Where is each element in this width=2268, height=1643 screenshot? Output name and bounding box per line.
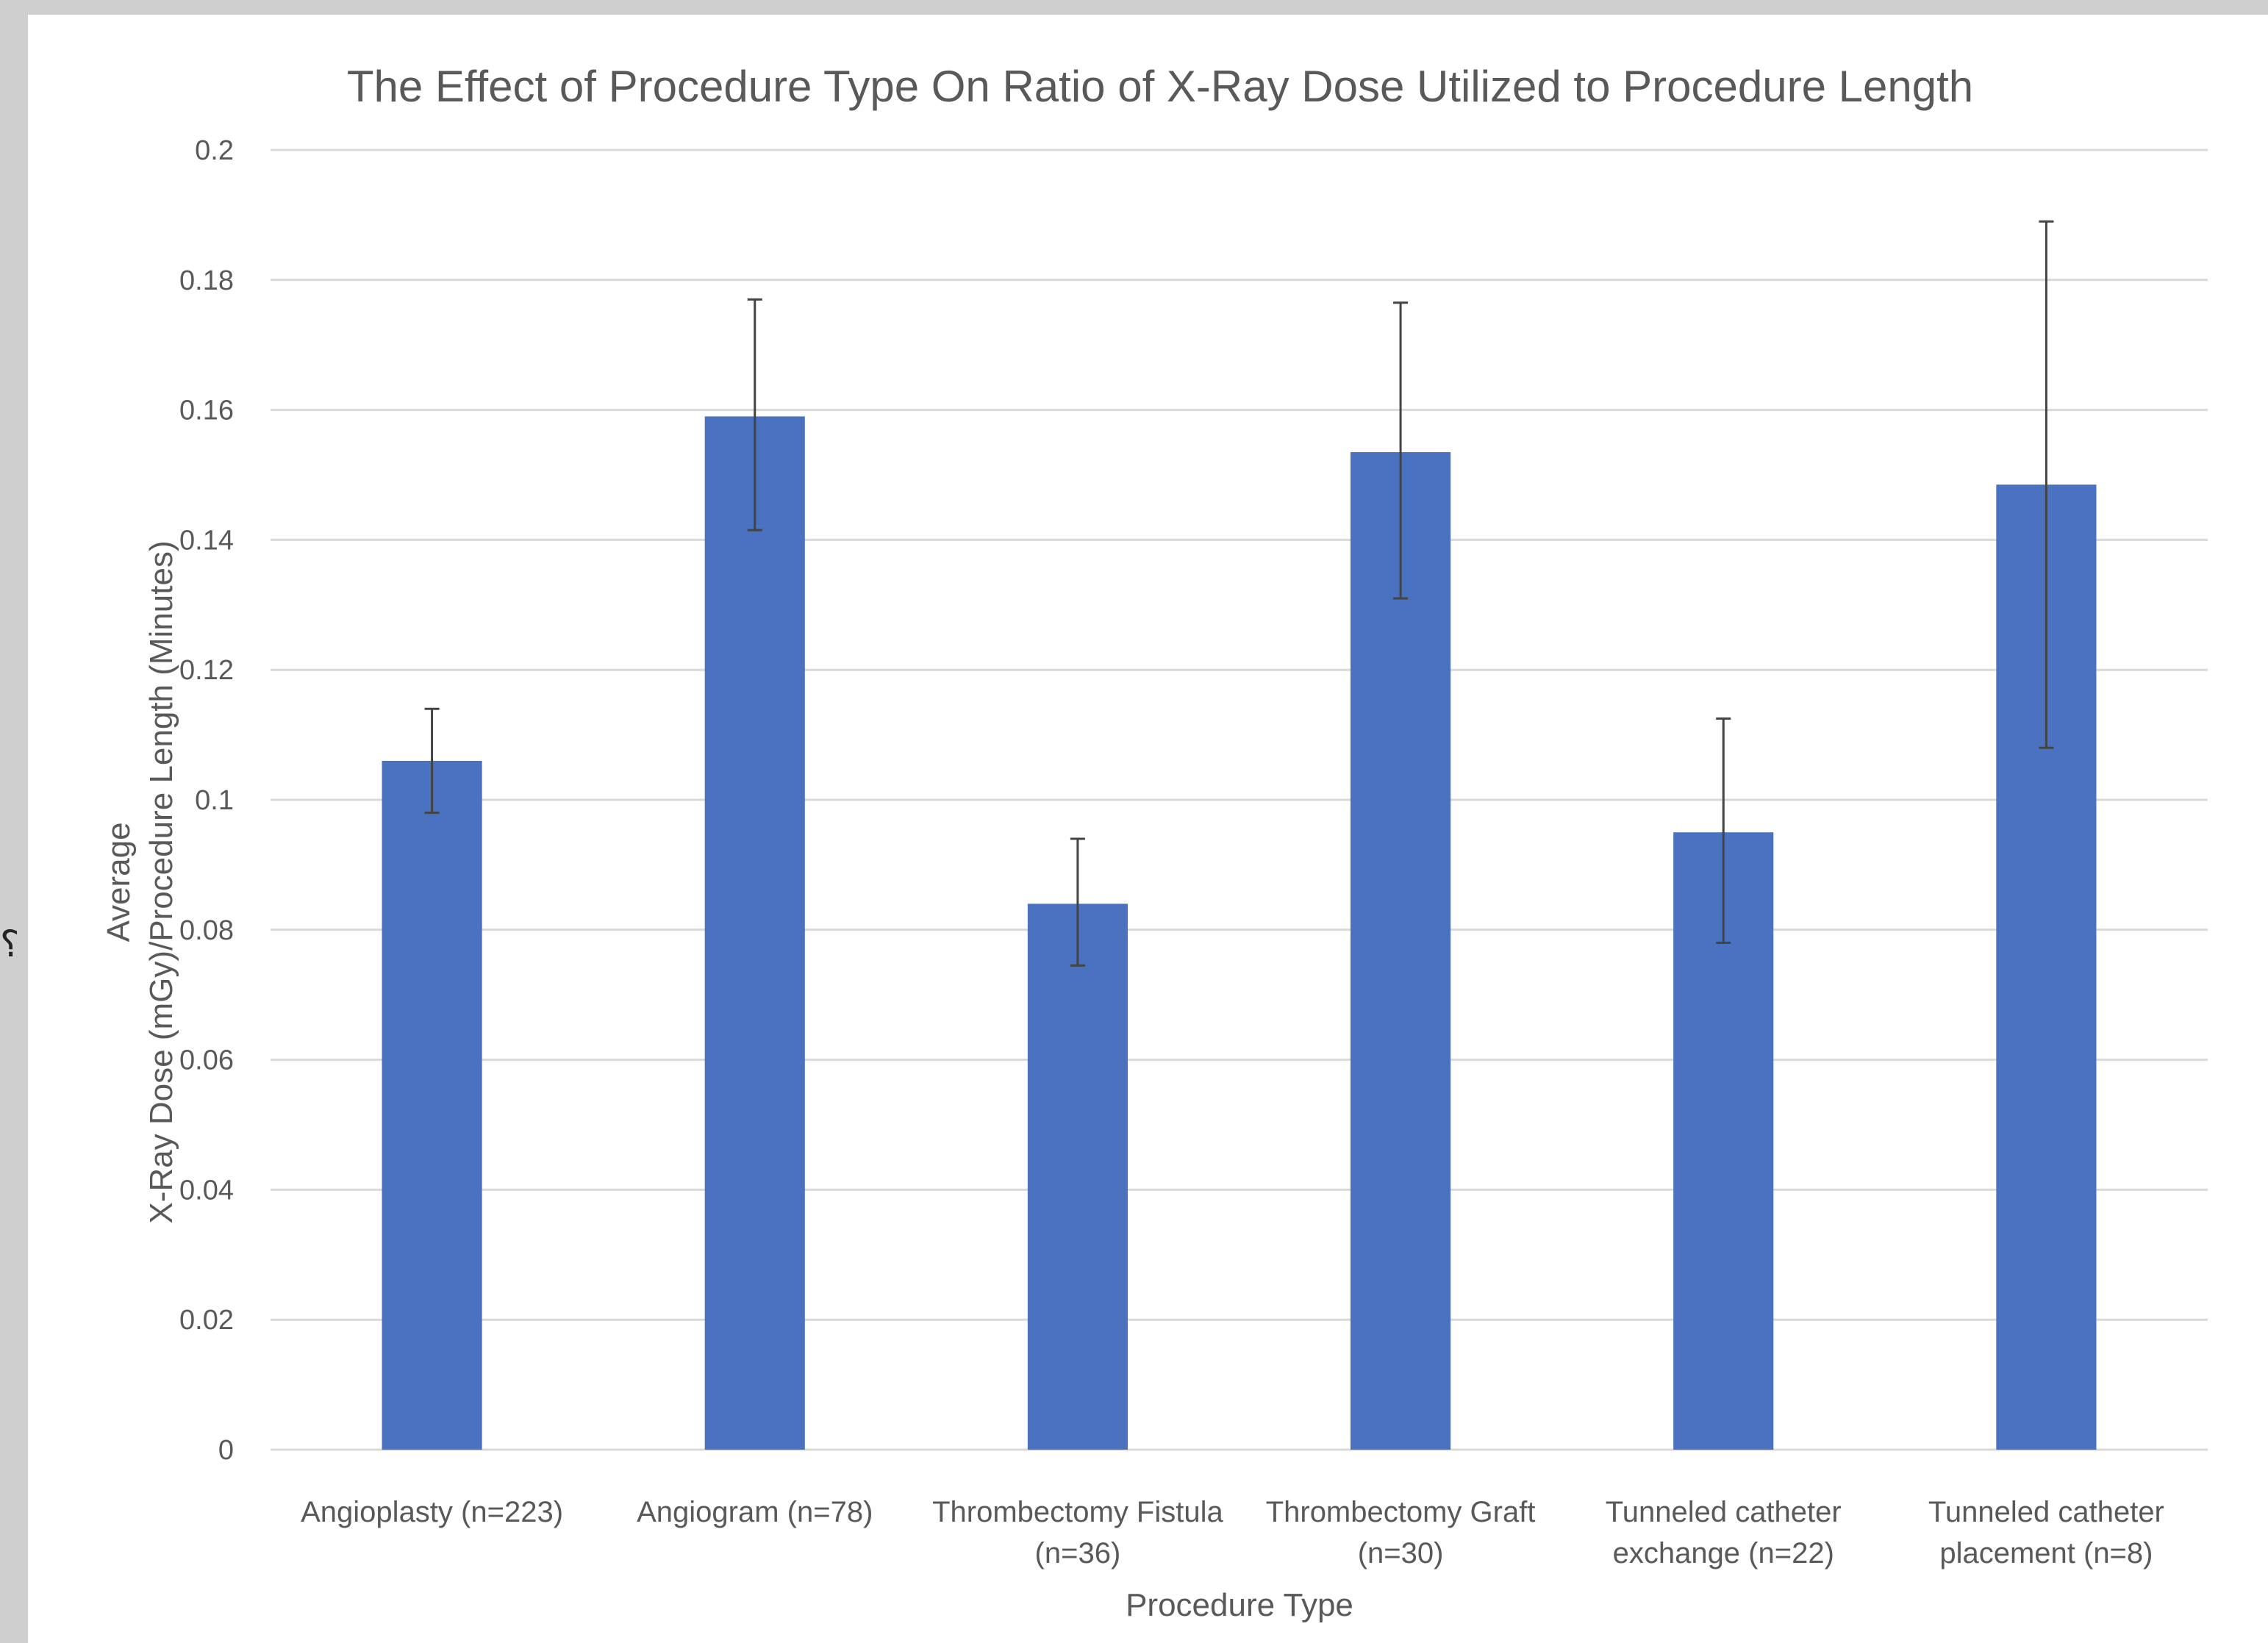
category-label: Thrombectomy Fistula [932,1496,1223,1528]
category-label: (n=30) [1358,1537,1444,1569]
bar-chart: The Effect of Procedure Type On Ratio of… [101,62,2208,1623]
y-tick-label: 0.04 [179,1175,234,1206]
bar [704,416,805,1450]
category-label: placement (n=8) [1939,1537,2153,1569]
y-tick-label: 0.14 [179,525,234,556]
bars [382,416,2097,1450]
y-tick-label: 0.18 [179,265,234,296]
y-tick-label: 0.16 [179,395,234,426]
y-tick-labels: 0 0.02 0.04 0.06 0.08 0.1 0.12 0.14 0.16 0.18 0.2 [179,135,234,1466]
category-label: Angiogram (n=78) [637,1496,873,1528]
error-bars [424,220,2054,967]
edge-mark: ⸮ [0,923,20,965]
category-label: Tunneled catheter [1606,1496,1842,1528]
category-label: (n=36) [1035,1537,1121,1569]
category-label: Thrombectomy Graft [1266,1496,1536,1528]
gridlines [271,148,2208,1451]
y-tick-label: 0 [218,1435,234,1466]
y-tick-label: 0.2 [195,135,234,166]
y-tick-label: 0.12 [179,655,234,686]
x-axis-title: Procedure Type [1126,1587,1353,1623]
chart-panel: The Effect of Procedure Type On Ratio of… [28,15,2268,1643]
category-labels: Angioplasty (n=223) Angiogram (n=78) Throm… [301,1496,2164,1569]
y-tick-label: 0.08 [179,915,234,946]
y-tick-label: 0.1 [195,785,234,816]
y-axis-title-line: Average [101,822,137,942]
bar [382,760,482,1450]
category-label: Angioplasty (n=223) [301,1496,563,1528]
category-label: exchange (n=22) [1613,1537,1834,1569]
y-tick-label: 0.06 [179,1045,234,1076]
chart-title: The Effect of Procedure Type On Ratio of… [347,62,1973,111]
bar [1351,452,1451,1450]
y-axis-title: Average X-Ray Dose (mGy)/Procedure Length… [101,540,179,1223]
y-axis-title-line: X-Ray Dose (mGy)/Procedure Length (Minut… [143,540,179,1223]
category-label: Tunneled catheter [1928,1496,2164,1528]
bar [1027,903,1128,1450]
y-tick-label: 0.02 [179,1305,234,1336]
